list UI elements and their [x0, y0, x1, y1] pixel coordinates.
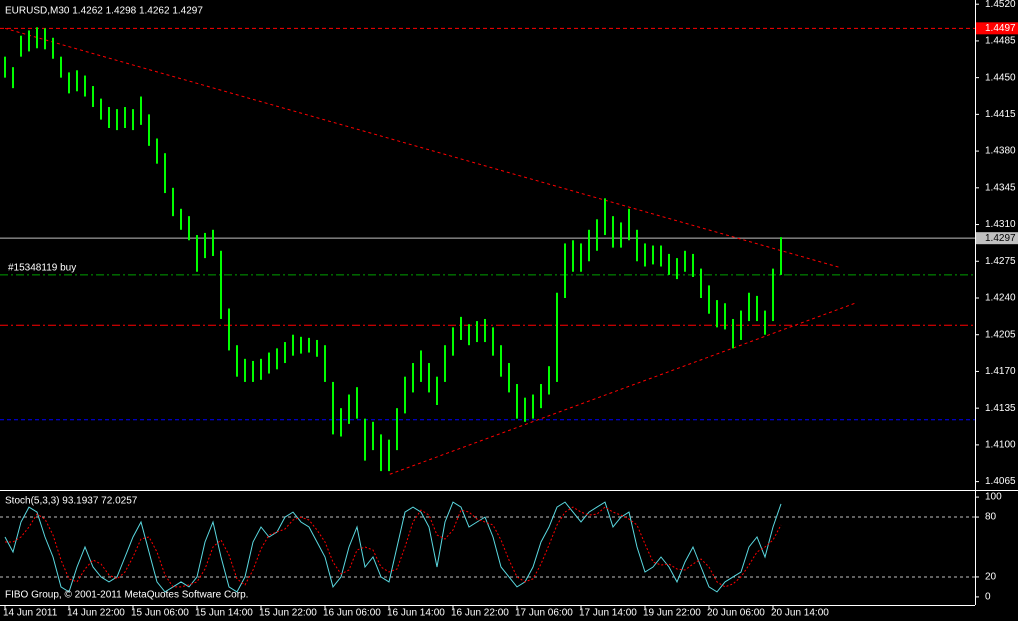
trendline — [4, 27, 841, 269]
price-label-box — [976, 232, 1018, 245]
y-tick-label: 1.4065 — [985, 476, 1016, 487]
y-tick-label: 1.4380 — [985, 146, 1016, 157]
stoch-line — [4, 501, 782, 593]
y-tick-label: 0 — [985, 592, 991, 603]
y-tick-label: 1.4415 — [985, 109, 1016, 120]
y-tick-label: 100 — [985, 492, 1002, 503]
y-tick-label: 1.4100 — [985, 440, 1016, 451]
x-tick-label: 17 Jun 14:00 — [579, 608, 637, 619]
y-tick-label: 1.4170 — [985, 366, 1016, 377]
y-tick-label: 1.4310 — [985, 219, 1016, 230]
x-tick-label: 14 Jun 22:00 — [67, 608, 125, 619]
trendline — [389, 302, 856, 475]
x-tick-label: 17 Jun 06:00 — [515, 608, 573, 619]
y-tick-label: 1.4275 — [985, 256, 1016, 267]
price-label: 1.4297 — [985, 233, 1016, 244]
x-tick-label: 15 Jun 14:00 — [195, 608, 253, 619]
y-tick-label: 1.4135 — [985, 403, 1016, 414]
y-tick-label: 1.4345 — [985, 182, 1016, 193]
x-tick-label: 20 Jun 06:00 — [707, 608, 765, 619]
y-tick-label: 1.4205 — [985, 329, 1016, 340]
indicator-title: Stoch(5,3,3) 93.1937 72.0257 — [5, 496, 138, 507]
price-label: 1.4497 — [985, 23, 1016, 34]
chart-title: EURUSD,M30 1.4262 1.4298 1.4262 1.4297 — [5, 6, 203, 17]
x-tick-label: 15 Jun 06:00 — [131, 608, 189, 619]
y-tick-label: 1.4240 — [985, 293, 1016, 304]
x-tick-label: 15 Jun 22:00 — [259, 608, 317, 619]
y-tick-label: 1.4450 — [985, 72, 1016, 83]
y-tick-label: 20 — [985, 572, 997, 583]
x-tick-label: 20 Jun 14:00 — [771, 608, 829, 619]
x-tick-label: 14 Jun 2011 — [3, 608, 58, 619]
y-tick-label: 80 — [985, 512, 997, 523]
x-tick-label: 16 Jun 22:00 — [451, 608, 509, 619]
x-tick-label: 16 Jun 06:00 — [323, 608, 381, 619]
y-tick-label: 1.4485 — [985, 36, 1016, 47]
stoch-line — [5, 506, 782, 588]
footer: FIBO Group, © 2001-2011 MetaQuotes Softw… — [5, 590, 248, 601]
price-label-box — [976, 22, 1018, 35]
y-tick-label: 1.4520 — [985, 0, 1016, 10]
x-tick-label: 16 Jun 14:00 — [387, 608, 445, 619]
order-label: #15348119 buy — [8, 263, 76, 274]
x-tick-label: 19 Jun 22:00 — [643, 608, 701, 619]
